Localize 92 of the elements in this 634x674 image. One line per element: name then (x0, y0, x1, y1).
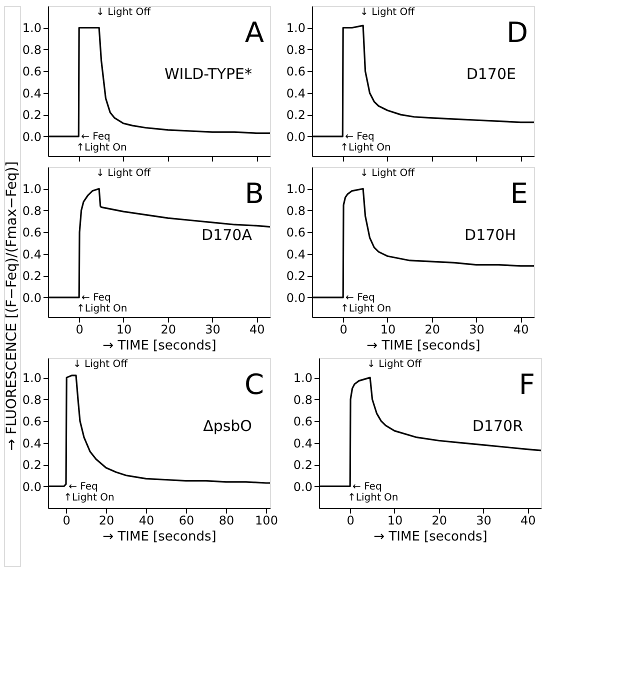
annotation: ↑Light On (76, 142, 127, 154)
y-tick-label: 0.2 (286, 269, 306, 284)
y-tick-label: 0.0 (286, 290, 306, 305)
annotation: ↑Light On (340, 142, 391, 154)
y-tick-label: 0.2 (22, 108, 42, 122)
y-tick-label: 1.0 (22, 21, 42, 36)
annotation: ← Feq (68, 481, 98, 492)
x-tick-label: 0 (346, 514, 354, 528)
x-tick-label: 40 (250, 322, 265, 336)
annotation: ← Feq (346, 292, 375, 304)
annotation: ← Feq (81, 131, 110, 142)
y-tick-label: 0.6 (286, 64, 306, 79)
y-tick-label: 0.4 (22, 436, 42, 450)
x-tick-label: 30 (205, 322, 220, 336)
annotation: B (244, 177, 264, 210)
annotation: ← Feq (345, 131, 374, 142)
y-tick-label: 0.6 (286, 226, 306, 240)
x-tick-label: 30 (476, 514, 492, 528)
annotation: ↑Light On (340, 303, 392, 314)
annotation: ↓ Light Off (96, 7, 152, 18)
y-tick-label: 0.0 (22, 480, 42, 494)
y-tick-label: 0.4 (22, 247, 42, 262)
x-tick-label: 20 (424, 322, 440, 336)
y-tick-label: 0.8 (22, 42, 42, 57)
x-tick-label: 0 (76, 322, 84, 336)
annotation: ↑Light On (76, 303, 128, 314)
annotation: D (506, 16, 528, 49)
x-tick-label: 20 (98, 514, 114, 528)
y-tick-label: 0.2 (286, 108, 306, 122)
annotation: ↑Light On (348, 492, 398, 504)
annotation: ↓ Light Off (73, 359, 129, 370)
y-tick-label: 0.4 (286, 247, 306, 262)
x-tick-label: 100 (255, 514, 278, 528)
y-tick-label: 0.6 (293, 414, 312, 429)
x-axis-title: → TIME [seconds] (102, 530, 216, 544)
y-tick-label: 0.8 (293, 392, 312, 407)
x-tick-label: 40 (138, 514, 154, 528)
annotation: ↓ Light Off (360, 168, 416, 179)
y-tick-label: 0.6 (22, 414, 42, 429)
y-tick-label: 0.8 (286, 204, 306, 218)
y-tick-label: 0.2 (22, 269, 42, 284)
y-tick-label: 1.0 (22, 182, 42, 196)
annotation: WILD-TYPE* (164, 65, 252, 83)
y-tick-label: 0.8 (286, 42, 306, 57)
annotation: ↓ Light Off (367, 359, 423, 370)
x-tick-label: 80 (218, 514, 234, 528)
y-tick-label: 0.8 (22, 204, 42, 218)
annotation: C (244, 368, 264, 401)
y-tick-label: 0.0 (293, 480, 312, 494)
annotation: E (510, 177, 528, 210)
y-tick-label: 0.0 (22, 130, 42, 144)
x-tick-label: 0 (62, 514, 70, 528)
y-tick-label: 0.4 (22, 86, 42, 100)
y-tick-label: 0.8 (22, 392, 42, 407)
y-tick-label: 0.6 (22, 226, 42, 240)
annotation: ← Feq (82, 292, 111, 304)
y-tick-label: 0.4 (293, 436, 312, 450)
x-axis-title: → TIME [seconds] (374, 530, 488, 544)
annotation: ΔpsbO (203, 417, 252, 435)
y-tick-label: 0.2 (22, 458, 42, 472)
x-tick-label: 20 (160, 322, 176, 336)
annotation: F (518, 368, 535, 401)
annotation: D170E (466, 65, 516, 83)
y-axis-title: → FLUORESCENCE [(F−Feq)/(Fmax−Feq)] (4, 161, 20, 451)
y-tick-label: 1.0 (286, 182, 306, 196)
x-tick-label: 40 (520, 514, 536, 528)
x-tick-label: 40 (514, 322, 529, 336)
y-tick-label: 1.0 (286, 21, 306, 36)
y-tick-label: 0.0 (22, 290, 42, 305)
x-tick-label: 30 (469, 322, 484, 336)
y-tick-label: 1.0 (293, 371, 312, 386)
y-tick-label: 1.0 (22, 371, 42, 386)
x-tick-label: 0 (340, 322, 348, 336)
annotation: ↑Light On (64, 492, 114, 504)
annotation: D170H (464, 226, 516, 244)
y-tick-label: 0.2 (293, 458, 312, 472)
x-tick-label: 10 (116, 322, 132, 336)
annotation: A (244, 16, 264, 49)
x-tick-label: 10 (380, 322, 396, 336)
x-tick-label: 60 (178, 514, 194, 528)
annotation: D170A (202, 226, 253, 244)
y-tick-label: 0.0 (286, 130, 306, 144)
annotation: ↓ Light Off (96, 168, 152, 179)
x-tick-label: 20 (432, 514, 448, 528)
annotation: ← Feq (352, 481, 382, 492)
annotation: ↓ Light Off (360, 7, 416, 18)
x-tick-label: 10 (387, 514, 403, 528)
x-axis-title: → TIME [seconds] (102, 338, 216, 354)
y-tick-label: 0.6 (22, 64, 42, 79)
y-tick-label: 0.4 (286, 86, 306, 100)
annotation: D170R (472, 417, 523, 435)
x-axis-title: → TIME [seconds] (366, 338, 480, 354)
